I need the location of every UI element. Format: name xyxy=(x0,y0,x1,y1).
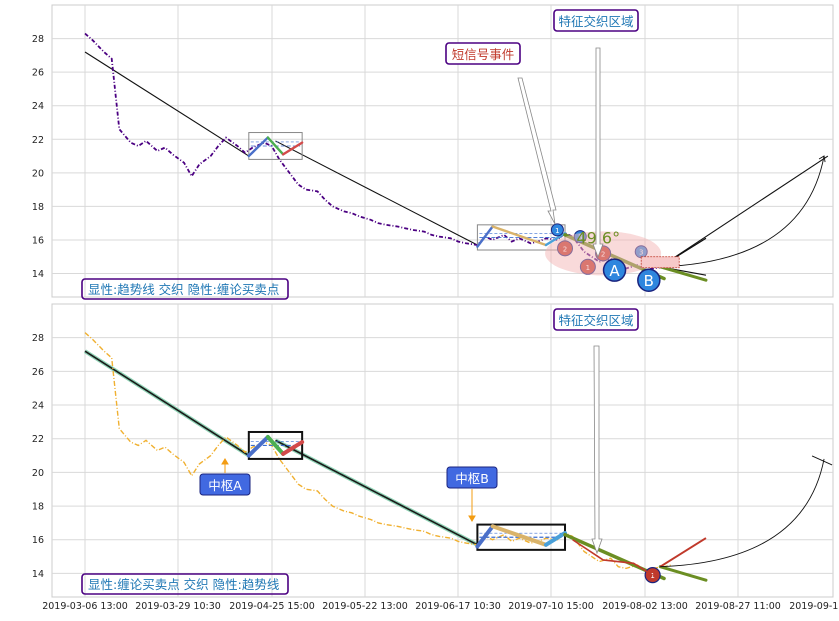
red-wedge xyxy=(572,539,654,576)
y-tick-label: 28 xyxy=(32,34,44,45)
plot-frame xyxy=(51,4,834,298)
zigzag-stroke xyxy=(281,141,304,156)
olive-trend-stroke xyxy=(658,265,708,282)
zigzag-stroke xyxy=(246,435,270,458)
pivot-arrow xyxy=(221,458,229,473)
zigzag-stroke xyxy=(491,225,548,247)
zigzag-stroke xyxy=(265,435,286,456)
pivot-label-box xyxy=(446,466,498,489)
point-label: A xyxy=(609,262,620,280)
y-tick-label: 18 xyxy=(32,502,44,513)
y-tick-label: 18 xyxy=(32,202,44,213)
signal-marker-label: 1 xyxy=(555,227,559,235)
callout-text-short-signal: 短信号事件 xyxy=(452,47,515,62)
zigzag-stroke xyxy=(281,440,305,456)
x-tick-label: 2019-04-25 15:00 xyxy=(229,601,315,612)
pivot-label: 中枢A xyxy=(208,478,242,493)
trend-line xyxy=(275,140,478,246)
y-tick-label: 22 xyxy=(32,434,44,445)
panel-2: 14 16 18 20 22 24 26 28 显性:缠论买卖点 交织 隐性:趋势线 1 中枢A 中枢… xyxy=(32,303,839,612)
y-tick-label: 22 xyxy=(32,135,44,146)
trend-line xyxy=(275,439,478,546)
y-tick-label: 20 xyxy=(32,168,44,179)
zigzag-stroke xyxy=(543,531,568,547)
point-b-marker xyxy=(637,268,661,292)
y-tick-label: 26 xyxy=(32,367,44,378)
projection-endcap xyxy=(811,455,833,466)
x-tick-label: 2019-05-22 13:00 xyxy=(322,601,408,612)
legend-text: 显性:缠论买卖点 交织 隐性:趋势线 xyxy=(88,577,280,592)
callout-text-interlace: 特征交织区域 xyxy=(558,313,633,328)
zigzag-stroke xyxy=(475,524,495,549)
x-tick-label: 2019-03-29 10:30 xyxy=(135,601,221,612)
callout-box xyxy=(553,308,639,331)
interlace-rect xyxy=(640,256,680,269)
zigzag-stroke xyxy=(490,524,548,547)
x-tick-label: 2019-06-17 10:30 xyxy=(415,601,501,612)
plot-frame xyxy=(51,303,834,598)
olive-trend-stroke xyxy=(658,565,708,582)
y-tick-label: 20 xyxy=(32,468,44,479)
trend-line xyxy=(659,155,829,268)
x-tick-label: 2019-08-02 13:00 xyxy=(602,601,688,612)
pivot-label-box xyxy=(199,473,251,496)
wedge-line xyxy=(659,537,707,568)
legend-box xyxy=(81,278,289,300)
zigzag-stroke xyxy=(544,232,567,247)
signal-marker xyxy=(550,223,564,237)
y-tick-label: 14 xyxy=(32,569,44,580)
zigzag-stroke xyxy=(266,136,285,156)
projection-curve xyxy=(660,155,825,268)
point-a-marker xyxy=(602,258,627,282)
zigzag-stroke xyxy=(247,136,270,158)
pivot-zone-box xyxy=(247,430,304,460)
pivot-label: 中枢B xyxy=(455,471,489,486)
y-tick-label: 14 xyxy=(32,269,44,280)
projection-curve xyxy=(660,458,825,568)
signal-marker-label: 1 xyxy=(650,572,654,580)
pivot-zone-box xyxy=(476,523,567,551)
x-tick-label: 2019-09-18 15:00 xyxy=(789,601,839,612)
y-tick-label: 16 xyxy=(32,235,44,246)
callout-arrow xyxy=(591,345,603,555)
point-label: B xyxy=(644,272,654,290)
callout-box xyxy=(553,9,639,32)
interlace-highlight xyxy=(545,231,662,276)
callout-text-interlace: 特征交织区域 xyxy=(558,14,633,29)
x-tick-label: 2019-08-27 11:00 xyxy=(695,601,781,612)
y-tick-label: 28 xyxy=(32,333,44,344)
y-tick-label: 26 xyxy=(32,68,44,79)
pivot-zone-box xyxy=(248,132,303,160)
callout-arrow xyxy=(592,47,604,259)
x-tick-label: 2019-07-10 15:00 xyxy=(508,601,594,612)
y-tick-label: 24 xyxy=(32,101,44,112)
price-series-line xyxy=(84,32,672,272)
legend-text: 显性:趋势线 交织 隐性:缠论买卖点 xyxy=(88,282,279,297)
y-tick-label: 24 xyxy=(32,401,44,412)
projection-arrowhead xyxy=(818,155,826,163)
pivot-arrow xyxy=(468,489,476,522)
zigzag-stroke xyxy=(476,225,494,248)
callout-arrow xyxy=(517,77,557,225)
y-tick-label: 16 xyxy=(32,535,44,546)
legend-box xyxy=(81,573,289,595)
x-tick-label: 2019-03-06 13:00 xyxy=(42,601,128,612)
callout-box xyxy=(445,42,521,65)
